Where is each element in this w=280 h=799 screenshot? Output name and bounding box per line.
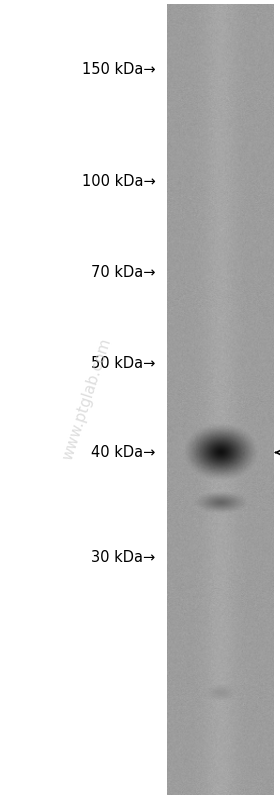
- Text: 70 kDa→: 70 kDa→: [91, 265, 155, 280]
- Text: 150 kDa→: 150 kDa→: [82, 62, 155, 78]
- Text: www.ptglab.com: www.ptglab.com: [60, 336, 113, 463]
- Text: 100 kDa→: 100 kDa→: [82, 174, 155, 189]
- Text: 50 kDa→: 50 kDa→: [91, 356, 155, 372]
- Text: 30 kDa→: 30 kDa→: [91, 551, 155, 565]
- Text: 40 kDa→: 40 kDa→: [91, 445, 155, 460]
